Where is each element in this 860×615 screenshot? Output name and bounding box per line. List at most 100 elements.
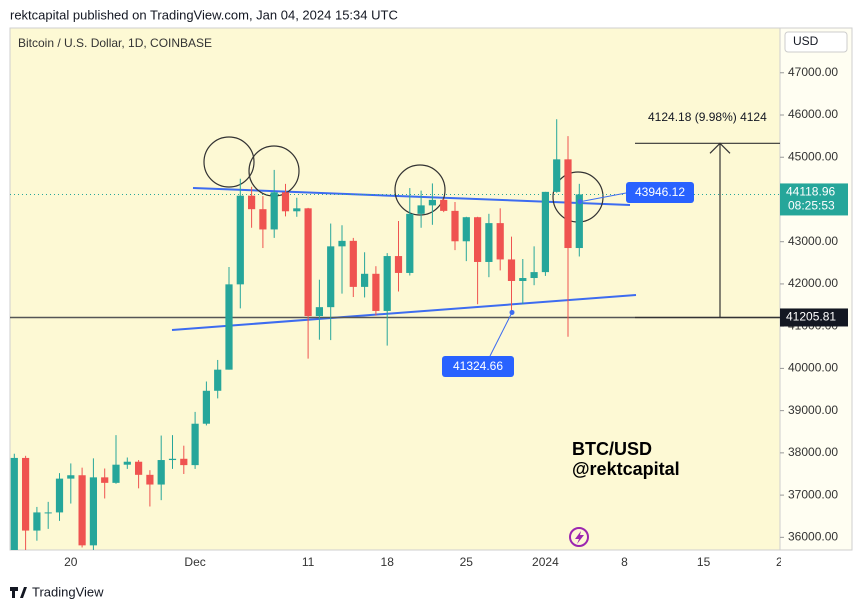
x-tick-label: 8: [621, 555, 628, 569]
candle-body: [383, 256, 391, 311]
candle-body: [248, 195, 256, 210]
x-tick-label: 25: [460, 555, 474, 569]
candle-body: [315, 307, 323, 317]
price-axis-bg: [779, 27, 853, 551]
candle-body: [123, 461, 131, 465]
price-axis-cover: [781, 554, 860, 574]
candle-body: [191, 423, 199, 466]
currency[interactable]: USD: [793, 34, 819, 48]
candle-body: [270, 192, 278, 230]
y-tick-label: 45000.00: [788, 149, 838, 163]
footer-logo: [10, 587, 27, 598]
candle-body: [440, 199, 448, 211]
trendline-lower: [171, 294, 637, 331]
plot: BTC/USD @rektcapital 41324.66 43946.12 412…: [10, 110, 780, 550]
candle-body: [474, 217, 482, 262]
logo-mark: [10, 587, 27, 598]
candle-body: [304, 208, 312, 317]
y-tick-label: 37000.00: [788, 487, 838, 501]
circle-highlight: [394, 164, 446, 216]
circle-highlight: [203, 136, 255, 188]
candle-body: [214, 369, 222, 391]
callout-box: [442, 356, 514, 377]
x-tick-label: 15: [697, 555, 711, 569]
y-tick-label: 46000.00: [788, 107, 838, 121]
candle-body: [67, 475, 75, 479]
support-price-box: [780, 308, 848, 327]
candle-body: [89, 477, 97, 546]
candle-body: [78, 475, 86, 546]
callout-label: 43946.12: [635, 185, 685, 199]
event-icon: [575, 531, 584, 544]
candle-body: [225, 284, 233, 370]
callout-point: [577, 199, 583, 205]
y-tick-label: 43000.00: [788, 234, 838, 248]
candle-body: [146, 474, 154, 485]
candle-body: [451, 210, 459, 242]
candle-body: [259, 209, 267, 230]
countdown: 08:25:53: [788, 199, 835, 213]
candle-body: [417, 205, 425, 214]
candle-body: [406, 213, 414, 273]
candle-body: [101, 477, 109, 483]
callout-box: [626, 182, 694, 203]
y-tick-label: 47000.00: [788, 65, 838, 79]
candle-body: [33, 512, 41, 531]
candle-body: [485, 223, 493, 262]
candle-body: [496, 223, 504, 260]
watermark: BTC/USD: [572, 439, 652, 459]
x-tick-label: 2024: [532, 555, 559, 569]
callout-point: [509, 309, 515, 315]
y-tick-label: 39000.00: [788, 403, 838, 417]
candle-body: [236, 195, 244, 285]
x-tick-label: 18: [381, 555, 395, 569]
callout-connector: [489, 312, 513, 357]
candle-body: [507, 259, 516, 281]
candle-body: [541, 191, 549, 273]
last-price-box: [780, 183, 848, 216]
candle-body: [428, 199, 436, 206]
candle-body: [112, 464, 120, 483]
x-tick-label: 11: [302, 555, 315, 569]
chart-title: Bitcoin / U.S. Dollar, 1D, COINBASE: [18, 36, 212, 50]
measure-arrowhead: [709, 142, 731, 154]
candle-body: [281, 192, 290, 212]
candle-body: [202, 390, 210, 424]
event-icon: [569, 527, 589, 547]
candle-body: [361, 273, 369, 287]
candle-body: [168, 458, 177, 461]
candle-body: [338, 240, 346, 247]
trendline-upper: [192, 187, 631, 206]
y-tick-label: 40000.00: [788, 361, 838, 375]
candle-body: [44, 512, 52, 514]
candle-body: [327, 246, 335, 308]
candle-body: [394, 256, 403, 273]
currency-button[interactable]: [784, 31, 848, 53]
callout-label: 41324.66: [453, 359, 503, 373]
candle-body: [575, 194, 583, 249]
brand: TradingView: [32, 584, 104, 599]
candle-body: [349, 240, 357, 287]
support-price-label: 41205.81: [786, 310, 836, 324]
callout-connector: [579, 192, 627, 203]
candle-body: [372, 273, 380, 311]
candle-body: [10, 457, 18, 550]
candle-body: [530, 272, 538, 279]
candle-body: [22, 457, 30, 531]
candle-body: [564, 159, 572, 249]
measure-label: 4124.18 (9.98%) 4124: [648, 110, 767, 124]
frame: [9, 27, 853, 551]
x-tick-label: Dec: [184, 555, 205, 569]
candle-body: [135, 461, 143, 475]
candle-body: [55, 478, 64, 513]
y-tick-label: 42000.00: [788, 276, 838, 290]
y-tick-label: 38000.00: [788, 445, 838, 459]
candle-body: [553, 159, 561, 192]
candle-body: [180, 458, 188, 466]
publish-info: rektcapital published on TradingView.com…: [10, 7, 398, 22]
last-price-label: 44118.96: [786, 185, 835, 199]
watermark: @rektcapital: [572, 459, 680, 479]
candle-body: [157, 460, 165, 485]
y-tick-label: 36000.00: [788, 530, 838, 544]
